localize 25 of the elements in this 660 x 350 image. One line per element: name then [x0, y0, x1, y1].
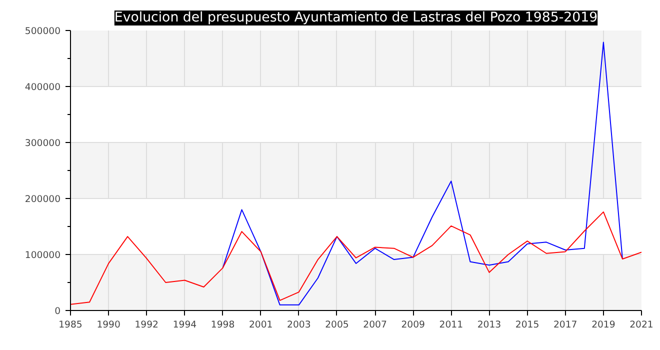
y-tick-label: 500000	[24, 26, 61, 37]
x-tick-label: 2003	[287, 320, 311, 330]
x-tick-label: 1998	[210, 320, 235, 330]
x-tick-label: 2013	[477, 320, 502, 330]
chart-title: Evolucion del presupuesto Ayuntamiento de Lastras del Pozo 1985-2019	[114, 10, 598, 26]
y-tick-label: 300000	[24, 138, 61, 149]
x-tick-label: 2011	[439, 320, 464, 330]
x-tick-label: 2021	[630, 320, 654, 330]
x-tick-label: 2001	[248, 320, 273, 330]
y-tick-label: 200000	[24, 194, 61, 205]
x-tick-label: 1985	[58, 320, 82, 330]
x-tick-label: 2019	[592, 320, 616, 330]
line-series	[222, 42, 623, 306]
y-tick-label: 0	[54, 306, 61, 317]
x-tick-label: 2007	[363, 320, 387, 330]
y-tick-label: 400000	[24, 82, 61, 93]
x-tick-label: 2017	[553, 320, 578, 330]
y-tick-label: 100000	[24, 250, 61, 261]
x-tick-label: 1990	[96, 320, 120, 330]
x-tick-label: 2009	[401, 320, 426, 330]
x-tick-label: 2015	[515, 320, 540, 330]
x-tick-label: 1994	[172, 320, 197, 330]
x-tick-label: 1992	[134, 320, 159, 330]
x-tick-label: 2005	[325, 320, 349, 330]
line-series	[70, 211, 642, 305]
